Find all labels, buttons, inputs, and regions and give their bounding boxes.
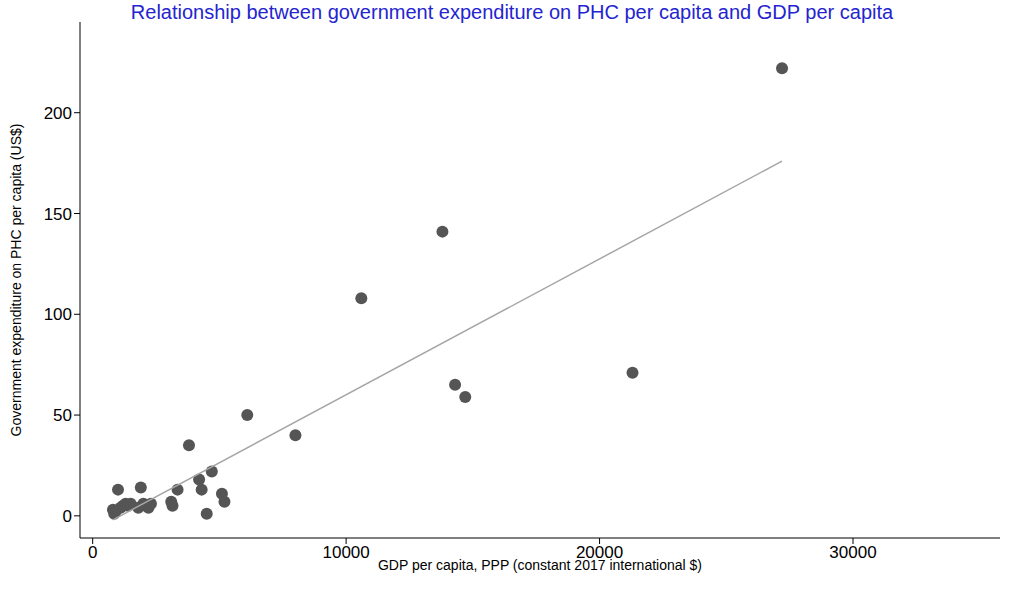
svg-text:0: 0 (88, 543, 97, 562)
svg-text:0: 0 (63, 507, 72, 526)
svg-text:100: 100 (44, 305, 72, 324)
html-text:Relationship between governmen: Relationship between government expendit… (130, 1, 894, 23)
svg-text:GDP per capita, PPP (constant: GDP per capita, PPP (constant 2017 inter… (378, 557, 702, 573)
svg-text:Government expenditure on PHC: Government expenditure on PHC per capita… (8, 124, 24, 437)
svg-text:30000: 30000 (829, 543, 876, 562)
svg-text:10000: 10000 (322, 543, 369, 562)
svg-text:20000: 20000 (575, 543, 624, 563)
svg-text:200: 200 (44, 104, 72, 123)
svg-text:150: 150 (44, 205, 72, 224)
svg-text:50: 50 (53, 406, 72, 425)
